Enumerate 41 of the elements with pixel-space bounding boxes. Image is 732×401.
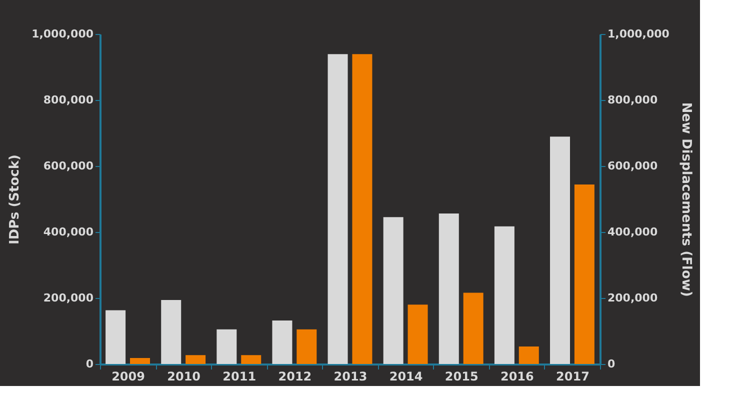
bar: [161, 300, 182, 364]
y-tick-label: 800,000: [43, 94, 94, 106]
bar: [106, 310, 126, 364]
bar: [574, 184, 594, 364]
bar: [408, 304, 428, 364]
bar: [550, 136, 570, 364]
y-tick-label: 1,000,000: [32, 28, 94, 40]
y2-tick-label: 400,000: [608, 226, 658, 238]
x-tick-label: 2017: [556, 370, 590, 384]
bar: [296, 329, 317, 364]
bar: [130, 358, 150, 364]
x-tick-label: 2010: [167, 370, 201, 384]
y-axis-title: IDPs (Stock): [8, 154, 23, 244]
bar: [438, 214, 459, 364]
bar: [241, 355, 262, 364]
y2-axis-title: New Displacements (Flow): [678, 102, 694, 297]
x-tick-label: 2012: [278, 370, 312, 384]
x-tick-label: 2009: [112, 370, 145, 384]
bar: [352, 54, 372, 364]
bar: [272, 320, 292, 364]
bar: [383, 217, 404, 364]
bar: [463, 292, 484, 364]
y2-tick-label: 1,000,000: [608, 28, 670, 40]
bar: [216, 329, 237, 364]
y2-tick-label: 800,000: [608, 94, 658, 106]
x-tick-label: 2015: [444, 370, 478, 384]
bar: [328, 54, 348, 364]
x-tick-label: 2014: [389, 370, 423, 384]
y2-tick-label: 600,000: [608, 160, 658, 172]
y-tick-label: 600,000: [43, 160, 94, 172]
bar: [518, 346, 539, 364]
x-tick-label: 2013: [334, 370, 368, 384]
y2-tick-label: 200,000: [608, 292, 658, 304]
y2-tick-label: 0: [608, 358, 616, 370]
x-tick-label: 2011: [222, 370, 256, 384]
bar: [494, 226, 514, 364]
y-tick-label: 400,000: [43, 226, 94, 238]
y-tick-label: 0: [86, 358, 94, 370]
y-tick-label: 200,000: [43, 292, 94, 304]
bar: [186, 355, 206, 364]
x-tick-label: 2016: [500, 370, 534, 384]
